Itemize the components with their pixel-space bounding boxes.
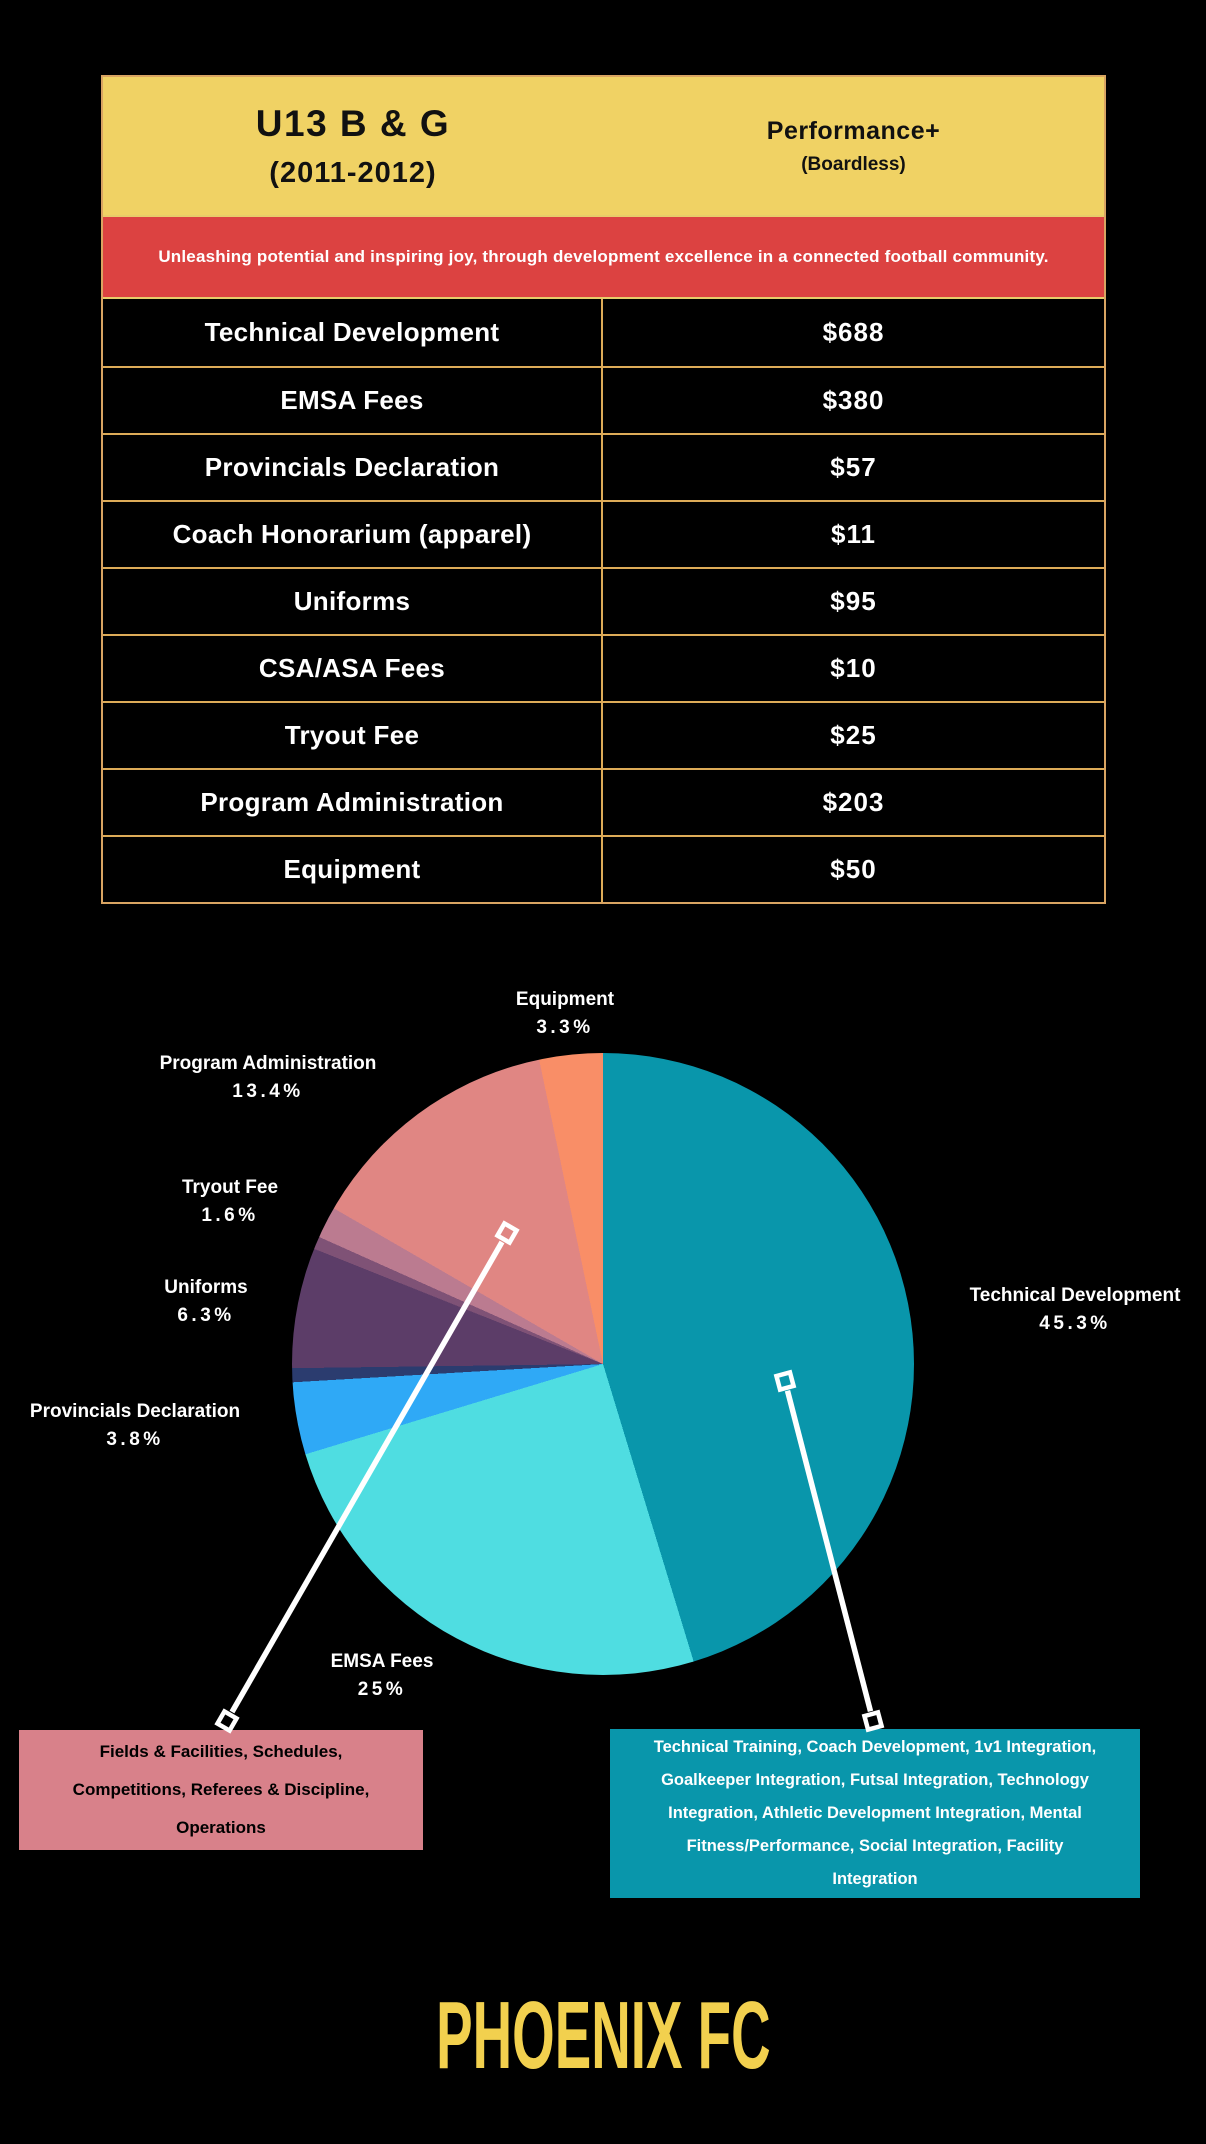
- fee-value: $380: [822, 385, 885, 415]
- fee-label: Coach Honorarium (apparel): [103, 502, 603, 567]
- pie-label-technical-development: Technical Development 45.3%: [970, 1282, 1181, 1338]
- table-row: Provincials Declaration $57: [103, 433, 1104, 500]
- brand-wordmark: PHOENIX FC: [435, 1982, 771, 2089]
- pie-label-program-administration: Program Administration 13.4%: [160, 1050, 377, 1106]
- callout-program-administration: Fields & Facilities, Schedules, Competit…: [19, 1730, 423, 1850]
- slice-name: Provincials Declaration: [29, 1401, 241, 1422]
- callout-line: Integration, Athletic Development Integr…: [668, 1804, 1082, 1822]
- callout-line: Goalkeeper Integration, Futsal Integrati…: [661, 1771, 1089, 1789]
- fee-label: Tryout Fee: [103, 703, 603, 768]
- header-left-cell: U13 B & G (2011-2012): [103, 77, 603, 215]
- fee-value: $11: [831, 519, 876, 549]
- pie-chart: [292, 1053, 914, 1675]
- slice-name: EMSA Fees: [330, 1651, 434, 1672]
- fee-value: $57: [830, 452, 877, 482]
- table-row: Coach Honorarium (apparel) $11: [103, 500, 1104, 567]
- mission-banner: Unleashing potential and inspiring joy, …: [103, 215, 1104, 299]
- slice-pct: 25%: [357, 1679, 407, 1700]
- slice-pct: 1.6%: [201, 1205, 259, 1226]
- table-row: Uniforms $95: [103, 567, 1104, 634]
- pie-label-uniforms: Uniforms 6.3%: [164, 1274, 247, 1330]
- table-row: Equipment $50: [103, 835, 1104, 902]
- callout-line: Technical Training, Coach Development, 1…: [653, 1738, 1097, 1756]
- brand-logo: PHOENIX FC: [0, 1981, 1206, 2091]
- slice-name: Uniforms: [164, 1277, 248, 1298]
- slice-pct: 3.3%: [536, 1017, 594, 1038]
- table-row: Technical Development $688: [103, 299, 1104, 366]
- slice-name: Equipment: [515, 989, 615, 1010]
- slice-pct: 6.3%: [177, 1305, 235, 1326]
- fee-value: $25: [830, 720, 877, 750]
- pie-label-tryout-fee: Tryout Fee 1.6%: [182, 1174, 278, 1230]
- fee-value: $95: [830, 586, 877, 616]
- table-row: Tryout Fee $25: [103, 701, 1104, 768]
- fee-value: $10: [830, 653, 877, 683]
- team-season: (2011-2012): [269, 156, 437, 189]
- callout-technical-development: Technical Training, Coach Development, 1…: [610, 1729, 1140, 1898]
- header-right-cell: Performance+ (Boardless): [603, 77, 1104, 215]
- fee-label: Provincials Declaration: [103, 435, 603, 500]
- card-header: U13 B & G (2011-2012) Performance+ (Boar…: [103, 77, 1104, 215]
- diamond-marker: [861, 1709, 885, 1733]
- fees-table: Technical Development $688 EMSA Fees $38…: [103, 299, 1104, 902]
- slice-name: Technical Development: [969, 1285, 1181, 1306]
- pie-label-emsa-fees: EMSA Fees 25%: [331, 1648, 434, 1704]
- diamond-marker: [214, 1708, 240, 1734]
- slice-pct: 13.4%: [232, 1081, 304, 1102]
- slice-pct: 3.8%: [106, 1429, 164, 1450]
- pie-label-provincials-declaration: Provincials Declaration 3.8%: [30, 1398, 240, 1454]
- fee-label: CSA/ASA Fees: [103, 636, 603, 701]
- fee-label: Equipment: [103, 837, 603, 902]
- callout-line: Operations: [176, 1818, 266, 1837]
- slice-name: Tryout Fee: [181, 1177, 279, 1198]
- team-title: U13 B & G: [255, 102, 451, 144]
- program-title: Performance+: [766, 116, 941, 145]
- fee-label: Uniforms: [103, 569, 603, 634]
- callout-line: Fields & Facilities, Schedules,: [99, 1742, 343, 1761]
- fee-label: EMSA Fees: [103, 368, 603, 433]
- slice-name: Program Administration: [159, 1053, 377, 1074]
- table-row: Program Administration $203: [103, 768, 1104, 835]
- callout-line: Integration: [832, 1870, 918, 1888]
- pie-label-equipment: Equipment 3.3%: [516, 986, 614, 1042]
- fee-value: $50: [830, 854, 877, 884]
- fee-value: $203: [822, 787, 885, 817]
- table-row: EMSA Fees $380: [103, 366, 1104, 433]
- fee-label: Technical Development: [103, 299, 603, 366]
- callout-line: Fitness/Performance, Social Integration,…: [686, 1837, 1064, 1855]
- table-row: CSA/ASA Fees $10: [103, 634, 1104, 701]
- callout-line: Competitions, Referees & Discipline,: [72, 1780, 370, 1799]
- fee-value: $688: [822, 317, 885, 347]
- fee-label: Program Administration: [103, 770, 603, 835]
- program-subtitle: (Boardless): [801, 153, 906, 175]
- fees-card: U13 B & G (2011-2012) Performance+ (Boar…: [101, 75, 1106, 904]
- slice-pct: 45.3%: [1039, 1313, 1111, 1334]
